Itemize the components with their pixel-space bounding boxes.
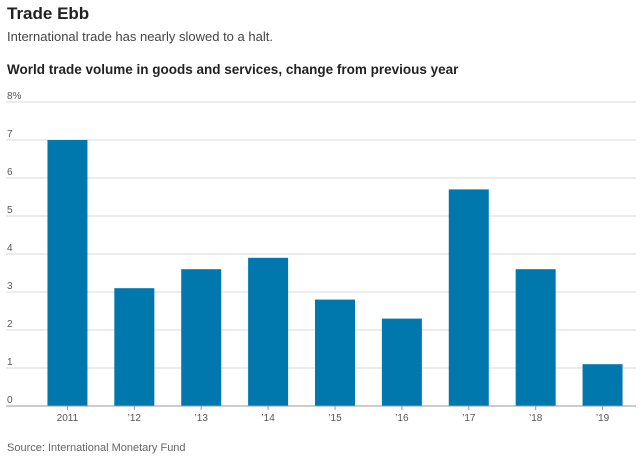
- chart-heading: World trade volume in goods and services…: [7, 62, 459, 77]
- y-tick-label: 5: [7, 205, 13, 216]
- y-tick-label: 3: [7, 281, 13, 292]
- bar: [448, 189, 489, 406]
- bar: [181, 269, 222, 406]
- source-note: Source: International Monetary Fund: [7, 442, 186, 454]
- bar: [114, 288, 155, 406]
- y-tick-label: 1: [7, 357, 13, 368]
- y-tick-label: 7: [7, 129, 13, 140]
- x-tick-label: ’17: [462, 413, 476, 424]
- y-tick-label: 2: [7, 319, 13, 330]
- bar: [315, 299, 355, 406]
- x-tick-label: ’14: [261, 413, 275, 424]
- x-tick-label: ’16: [395, 413, 409, 424]
- bar: [381, 318, 422, 406]
- chart-title: Trade Ebb: [7, 4, 90, 23]
- bar: [515, 269, 556, 406]
- x-tick-label: 2011: [57, 413, 79, 424]
- x-tick-label: ’18: [529, 413, 543, 424]
- x-tick-label: ’13: [195, 413, 209, 424]
- x-tick-label: ’15: [328, 413, 342, 424]
- chart-subtitle: International trade has nearly slowed to…: [7, 29, 273, 44]
- x-tick-label: ’19: [596, 413, 610, 424]
- y-tick-label: 8%: [7, 91, 22, 102]
- bar: [47, 140, 88, 406]
- bar: [248, 257, 289, 406]
- y-tick-label: 6: [7, 167, 13, 178]
- bar: [582, 364, 623, 406]
- y-tick-label: 0: [7, 395, 13, 406]
- y-tick-label: 4: [7, 243, 13, 254]
- x-tick-label: ’12: [128, 413, 142, 424]
